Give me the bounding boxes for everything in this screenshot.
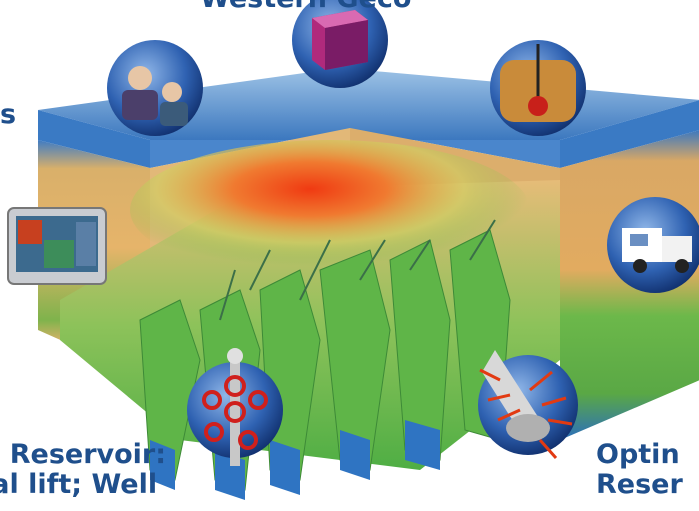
team-meeting-icon [107,40,203,136]
service-truck-icon [607,197,699,293]
label-western-geco: Western Geco [200,0,411,14]
label-bottom-right-line1: Optin [596,439,680,470]
perforation-gun-icon [478,350,578,459]
drill-bit-icon [490,40,586,136]
monitor-map-icon [7,207,107,285]
seismic-cube-icon [292,0,388,88]
fracture-spikes [219,219,496,321]
label-bottom-left-line1: e Reservoir: [0,439,167,470]
left-edge-band [38,110,150,168]
label-left-edge: s [0,99,17,130]
label-bottom-left-line2: ial lift; Well [0,469,158,500]
wellhead-valve-icon [187,348,283,466]
label-bottom-right: Optin Reser [596,440,683,500]
label-bottom-right-line2: Reser [596,469,683,500]
right-edge-band [560,100,699,168]
label-bottom-left: e Reservoir: ial lift; Well [0,440,166,500]
